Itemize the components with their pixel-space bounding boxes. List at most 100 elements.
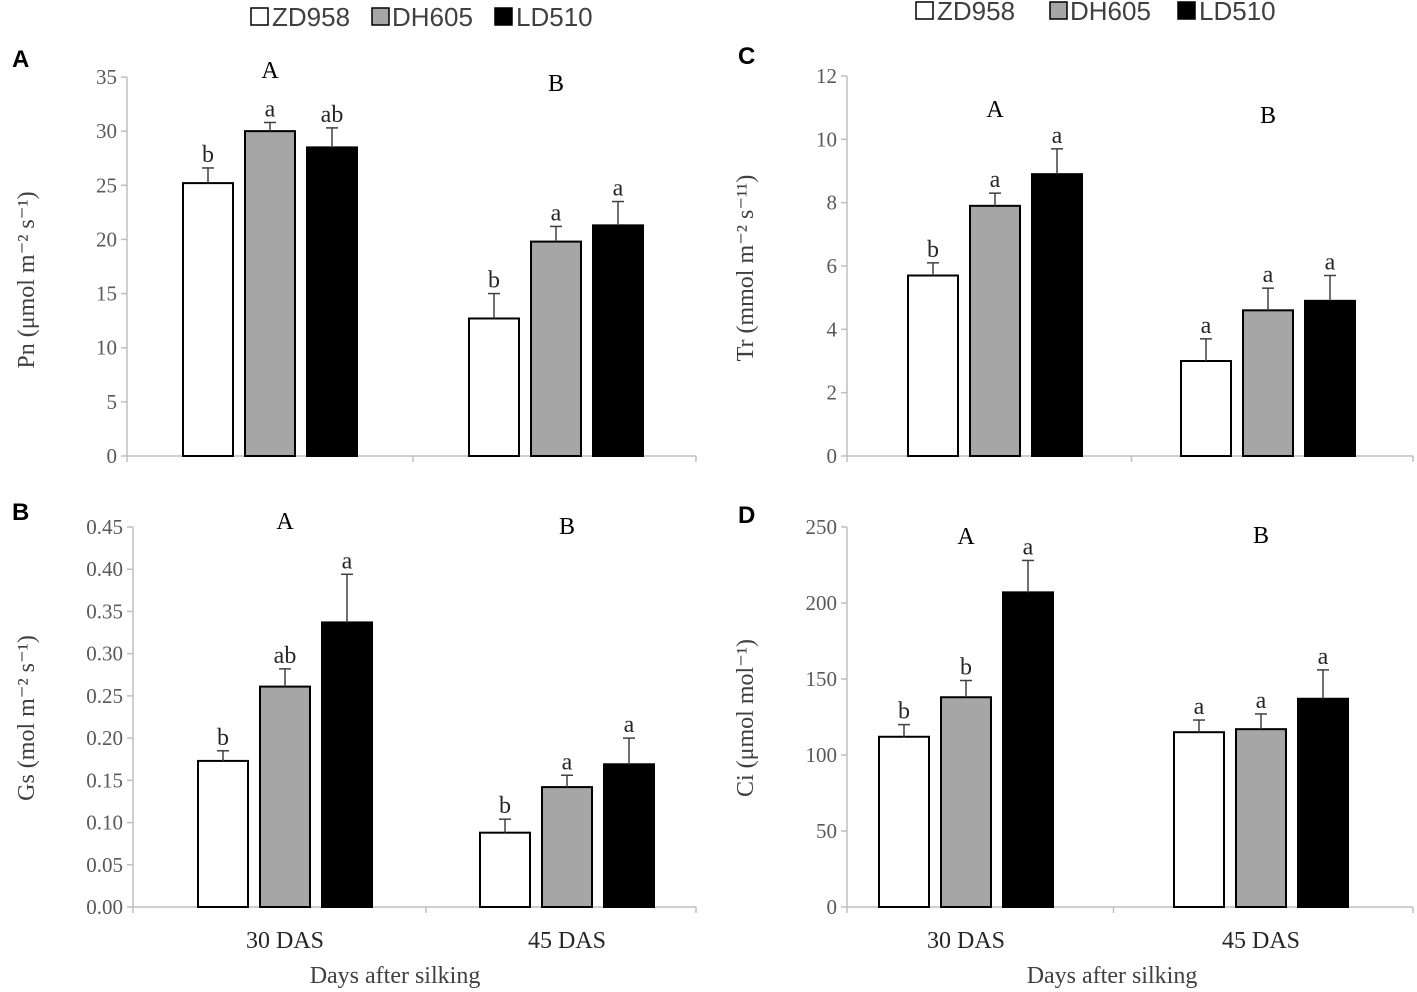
x-category-label: 45 DAS xyxy=(528,928,606,954)
panel-b: B Gs (mol m⁻² s⁻¹) Days after silking 0.… xyxy=(12,499,697,989)
bar-significance-letter: a xyxy=(1023,534,1034,560)
bar-significance-letter: a xyxy=(265,96,276,122)
legend-swatch-zd958 xyxy=(915,1,934,20)
y-tick-label: 6 xyxy=(827,254,838,278)
bar xyxy=(1242,309,1294,458)
bar xyxy=(468,317,520,457)
bar xyxy=(603,763,655,908)
y-tick-label: 0 xyxy=(827,895,838,919)
y-axis-label: Gs (mol m⁻² s⁻¹) xyxy=(14,635,40,801)
bar xyxy=(197,759,249,909)
bar xyxy=(1002,591,1054,908)
legend-swatch-ld510 xyxy=(494,7,513,26)
y-tick-label: 0.45 xyxy=(86,515,123,539)
bar-significance-letter: ab xyxy=(321,102,344,128)
bar xyxy=(259,685,311,908)
y-tick-label: 10 xyxy=(96,336,117,360)
group-significance-letter: A xyxy=(957,524,975,550)
y-axis-label: Ci (μmol mol⁻¹) xyxy=(733,639,759,797)
y-tick-label: 0.05 xyxy=(86,853,123,877)
legend-label-ld510: LD510 xyxy=(1199,0,1276,26)
bar xyxy=(1180,360,1232,457)
bar-significance-letter: a xyxy=(1201,313,1212,339)
bar-significance-letter: a xyxy=(1052,123,1063,149)
panel-d: D Ci (μmol mol⁻¹) Days after silking 0 50… xyxy=(733,502,1414,989)
legend-label-zd958: ZD958 xyxy=(272,2,350,32)
y-tick-label: 30 xyxy=(96,119,117,143)
bar xyxy=(940,696,992,908)
y-tick-label: 0.15 xyxy=(86,768,123,792)
legend-right: ZD958 DH605 LD510 xyxy=(915,0,1276,26)
panel-letter: D xyxy=(738,502,755,529)
bar xyxy=(907,274,959,457)
panel-letter: C xyxy=(738,43,755,70)
y-tick-label: 0.35 xyxy=(86,599,123,623)
bar xyxy=(1031,173,1083,458)
y-tick-label: 0.20 xyxy=(86,726,123,750)
bar xyxy=(479,831,531,909)
x-category-label: 30 DAS xyxy=(927,928,1005,954)
bar-significance-letter: a xyxy=(1256,688,1267,714)
bar-significance-letter: a xyxy=(613,176,624,202)
y-tick-label: 150 xyxy=(806,667,838,691)
bar-significance-letter: a xyxy=(1263,262,1274,288)
bar xyxy=(244,130,296,457)
bar-significance-letter: a xyxy=(342,548,353,574)
bar-significance-letter: ab xyxy=(274,643,297,669)
y-tick-label: 0.40 xyxy=(86,557,123,581)
y-tick-label: 12 xyxy=(816,64,837,88)
group-significance-letter: B xyxy=(559,514,575,540)
y-tick-label: 50 xyxy=(816,819,837,843)
bar-significance-letter: a xyxy=(1194,694,1205,720)
group-significance-letter: B xyxy=(1260,103,1276,129)
bar xyxy=(969,204,1021,457)
bar-significance-letter: a xyxy=(990,167,1001,193)
group-significance-letter: A xyxy=(986,97,1004,123)
bar-significance-letter: b xyxy=(488,268,500,294)
y-tick-label: 250 xyxy=(806,515,838,539)
bar xyxy=(321,621,373,909)
bar xyxy=(1173,731,1225,909)
bar xyxy=(541,786,593,908)
bar-significance-letter: b xyxy=(217,725,229,751)
legend-label-dh605: DH605 xyxy=(392,2,473,32)
y-tick-label: 0.30 xyxy=(86,642,123,666)
bar-significance-letter: b xyxy=(960,655,972,681)
panel-letter: A xyxy=(12,46,29,73)
y-tick-label: 8 xyxy=(827,191,838,215)
legend-label-ld510: LD510 xyxy=(516,2,593,32)
y-tick-label: 25 xyxy=(96,173,117,197)
y-tick-label: 0.00 xyxy=(86,895,123,919)
legend-label-zd958: ZD958 xyxy=(937,0,1015,26)
bar xyxy=(592,224,644,457)
y-tick-label: 0 xyxy=(827,444,838,468)
y-tick-label: 10 xyxy=(816,127,837,151)
legend-label-dh605: DH605 xyxy=(1070,0,1151,26)
group-significance-letter: B xyxy=(548,71,564,97)
bar xyxy=(306,146,358,457)
bar xyxy=(1235,728,1287,908)
bar-significance-letter: a xyxy=(562,749,573,775)
x-axis-label: Days after silking xyxy=(1027,963,1198,989)
x-category-label: 30 DAS xyxy=(246,928,324,954)
panel-c: C Tr (mmol m⁻² s⁻¹¹) 0 2 4 6 8 10 12 A Bb a a a a a xyxy=(733,43,1414,468)
y-tick-label: 15 xyxy=(96,282,117,306)
legend-swatch-zd958 xyxy=(250,7,269,26)
bar-significance-letter: a xyxy=(624,712,635,738)
y-tick-label: 0.25 xyxy=(86,684,123,708)
bar-significance-letter: a xyxy=(1325,250,1336,276)
y-tick-label: 0.10 xyxy=(86,811,123,835)
group-significance-letter: B xyxy=(1253,523,1269,549)
bar xyxy=(182,182,234,457)
y-axis-label: Tr (mmol m⁻² s⁻¹¹) xyxy=(733,175,759,362)
legend-swatch-dh605 xyxy=(1049,1,1068,20)
bar-significance-letter: b xyxy=(499,793,511,819)
bar xyxy=(1304,299,1356,458)
legend-swatch-dh605 xyxy=(371,7,390,26)
bar-significance-letter: a xyxy=(551,200,562,226)
legend-left: ZD958 DH605 LD510 xyxy=(250,2,593,32)
bar-significance-letter: b xyxy=(202,142,214,168)
y-tick-label: 200 xyxy=(806,591,838,615)
x-category-label: 45 DAS xyxy=(1222,928,1300,954)
